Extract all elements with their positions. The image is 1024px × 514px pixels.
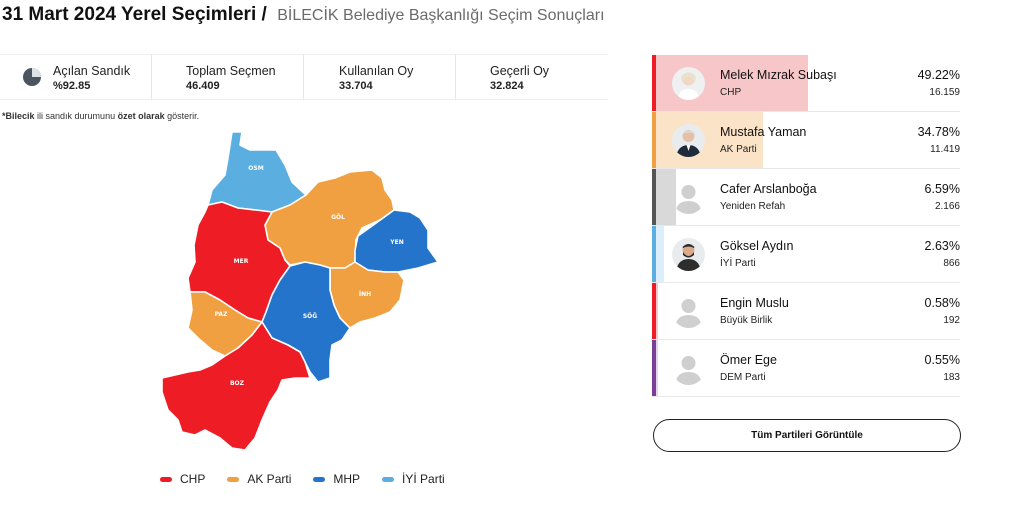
candidate-votes: 183: [943, 372, 960, 383]
district-sog[interactable]: [261, 261, 351, 383]
candidate-percent: 0.55%: [924, 353, 960, 367]
candidate-percent: 6.59%: [924, 182, 960, 196]
district-label-gol: GÖL: [331, 214, 345, 221]
legend-item-mhp: MHP: [313, 472, 360, 486]
user-placeholder-icon: [672, 295, 705, 328]
user-placeholder-icon: [672, 352, 705, 385]
legend-label: İYİ Parti: [402, 472, 445, 486]
legend-swatch: [227, 476, 240, 482]
stats-bar: Açılan Sandık %92.85 Toplam Seçmen 46.40…: [0, 54, 608, 100]
view-all-parties-button[interactable]: Tüm Partileri Görüntüle: [653, 419, 961, 452]
candidate-votes: 192: [943, 315, 960, 326]
legend-item-chp: CHP: [160, 472, 205, 486]
note-text: ili sandık durumunu: [34, 111, 118, 121]
candidate-row[interactable]: Cafer Arslanboğa Yeniden Refah 6.59% 2.1…: [652, 169, 960, 226]
candidate-name: Engin Muslu: [720, 296, 789, 310]
district-boz[interactable]: [161, 321, 311, 451]
district-label-mer: MER: [234, 258, 249, 265]
candidate-percent: 34.78%: [917, 125, 960, 139]
candidate-avatar: [672, 124, 705, 157]
candidate-party: AK Parti: [720, 144, 757, 155]
party-color-stripe: [652, 55, 656, 111]
candidate-votes: 11.419: [930, 144, 960, 155]
candidate-name: Ömer Ege: [720, 353, 777, 367]
election-title: 31 Mart 2024 Yerel Seçimleri /: [2, 4, 267, 25]
candidate-results-list: Melek Mızrak Subaşı CHP 49.22% 16.159 Mu…: [652, 55, 960, 397]
candidate-name: Cafer Arslanboğa: [720, 182, 817, 196]
stat-label: Toplam Seçmen: [186, 64, 276, 78]
summary-note: *Bilecik ili sandık durumunu özet olarak…: [2, 111, 199, 121]
district-osm[interactable]: [207, 131, 307, 213]
candidate-votes: 866: [943, 258, 960, 269]
legend-swatch: [313, 476, 326, 482]
district-yen[interactable]: [354, 209, 439, 273]
candidate-row[interactable]: Ömer Ege DEM Parti 0.55% 183: [652, 340, 960, 397]
district-label-boz: BOZ: [230, 380, 245, 387]
candidate-name: Mustafa Yaman: [720, 125, 807, 139]
note-emphasis: özet olarak: [117, 111, 165, 121]
candidate-row[interactable]: Melek Mızrak Subaşı CHP 49.22% 16.159: [652, 55, 960, 112]
election-subtitle: BİLECİK Belediye Başkanlığı Seçim Sonuçl…: [277, 7, 605, 24]
stat-label: Kullanılan Oy: [339, 64, 414, 78]
stat-label: Geçerli Oy: [490, 64, 550, 78]
candidate-votes: 16.159: [929, 87, 960, 98]
legend-swatch: [382, 476, 395, 482]
candidate-percent: 0.58%: [924, 296, 960, 310]
district-map: OSM GÖL YEN MER İNH SÖĞ PAZ BOZ: [161, 131, 439, 451]
legend-item-akp: AK Parti: [227, 472, 291, 486]
candidate-party: İYİ Parti: [720, 258, 756, 269]
page-title: 31 Mart 2024 Yerel Seçimleri / BİLECİK B…: [2, 4, 605, 26]
legend-swatch: [160, 476, 172, 482]
candidate-avatar: [672, 238, 705, 271]
candidate-row[interactable]: Engin Muslu Büyük Birlik 0.58% 192: [652, 283, 960, 340]
legend-label: CHP: [180, 472, 206, 486]
party-color-stripe: [652, 112, 656, 168]
legend-label: MHP: [333, 472, 361, 486]
stat-label: Açılan Sandık: [53, 64, 131, 78]
candidate-percent: 49.22%: [917, 68, 960, 82]
party-color-stripe: [652, 226, 656, 282]
stat-opened-boxes: Açılan Sandık %92.85: [0, 55, 152, 99]
stat-votes-cast: Kullanılan Oy 33.704: [304, 55, 456, 99]
stat-value: %92.85: [53, 80, 91, 92]
candidate-party: CHP: [720, 87, 742, 98]
map-legend: CHP AK Parti MHP İYİ Parti: [160, 472, 467, 486]
candidate-party: Yeniden Refah: [720, 201, 786, 212]
pie-chart-icon: [23, 68, 41, 86]
stat-value: 46.409: [186, 80, 220, 92]
district-label-inh: İNH: [359, 291, 371, 298]
district-label-yen: YEN: [389, 239, 403, 246]
district-label-osm: OSM: [248, 165, 263, 172]
candidate-party: Büyük Birlik: [720, 315, 773, 326]
candidate-percent: 2.63%: [924, 239, 960, 253]
candidate-name: Göksel Aydın: [720, 239, 794, 253]
candidate-party: DEM Parti: [720, 372, 766, 383]
vote-share-bar: [652, 169, 676, 225]
stat-total-voters: Toplam Seçmen 46.409: [152, 55, 304, 99]
stat-valid-votes: Geçerli Oy 32.824: [456, 55, 608, 99]
party-color-stripe: [652, 283, 656, 339]
candidate-row[interactable]: Göksel Aydın İYİ Parti 2.63% 866: [652, 226, 960, 283]
stat-value: 33.704: [339, 80, 373, 92]
legend-label: AK Parti: [247, 472, 292, 486]
district-label-paz: PAZ: [215, 311, 228, 318]
district-label-sog: SÖĞ: [303, 313, 317, 320]
candidate-row[interactable]: Mustafa Yaman AK Parti 34.78% 11.419: [652, 112, 960, 169]
legend-item-iyi: İYİ Parti: [382, 472, 445, 486]
note-city: *Bilecik: [2, 111, 35, 121]
party-color-stripe: [652, 340, 656, 396]
note-text-end: gösterir.: [164, 111, 200, 121]
vote-share-bar: [652, 112, 763, 168]
stat-value: 32.824: [490, 80, 524, 92]
candidate-avatar: [672, 67, 705, 100]
user-placeholder-icon: [672, 181, 705, 214]
candidate-votes: 2.166: [934, 201, 960, 212]
party-color-stripe: [652, 169, 656, 225]
candidate-name: Melek Mızrak Subaşı: [720, 68, 837, 82]
